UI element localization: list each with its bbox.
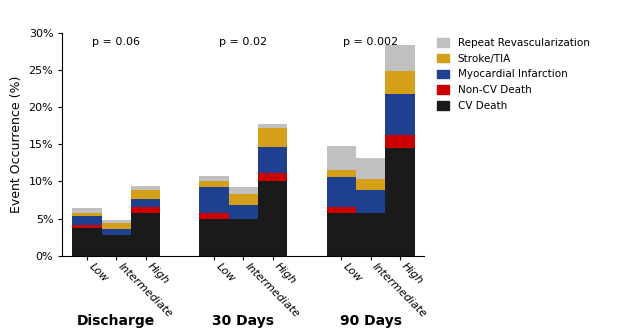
Bar bbox=[258, 147, 288, 173]
Bar bbox=[72, 213, 102, 216]
Text: p = 0.06: p = 0.06 bbox=[92, 36, 140, 47]
Bar bbox=[72, 228, 102, 256]
Bar bbox=[72, 208, 102, 213]
Bar bbox=[385, 46, 414, 72]
Bar bbox=[199, 187, 228, 213]
Bar bbox=[356, 158, 385, 179]
Text: p = 0.002: p = 0.002 bbox=[343, 36, 398, 47]
Bar bbox=[72, 216, 102, 225]
Bar bbox=[258, 128, 288, 147]
Text: Discharge: Discharge bbox=[77, 314, 155, 328]
Bar bbox=[102, 220, 131, 223]
Bar bbox=[199, 213, 228, 219]
Bar bbox=[102, 235, 131, 256]
Bar bbox=[228, 187, 258, 194]
Bar bbox=[385, 72, 414, 94]
Bar bbox=[131, 190, 160, 199]
Bar bbox=[258, 181, 288, 256]
Bar bbox=[102, 229, 131, 235]
Bar bbox=[131, 186, 160, 190]
Bar bbox=[131, 207, 160, 213]
Bar bbox=[228, 219, 258, 256]
Bar bbox=[385, 94, 414, 135]
Bar bbox=[72, 225, 102, 228]
Y-axis label: Event Occurrence (%): Event Occurrence (%) bbox=[10, 76, 23, 213]
Bar bbox=[326, 146, 356, 170]
Bar bbox=[258, 124, 288, 128]
Bar bbox=[131, 199, 160, 207]
Bar bbox=[385, 148, 414, 256]
Text: 90 Days: 90 Days bbox=[339, 314, 401, 328]
Bar bbox=[356, 213, 385, 256]
Bar bbox=[356, 191, 385, 213]
Bar bbox=[199, 181, 228, 187]
Bar bbox=[199, 219, 228, 256]
Bar bbox=[102, 223, 131, 229]
Bar bbox=[326, 213, 356, 256]
Bar bbox=[199, 176, 228, 181]
Text: 30 Days: 30 Days bbox=[212, 314, 275, 328]
Bar bbox=[228, 205, 258, 219]
Bar bbox=[131, 213, 160, 256]
Bar bbox=[228, 194, 258, 205]
Bar bbox=[356, 179, 385, 191]
Bar bbox=[258, 173, 288, 181]
Bar bbox=[326, 170, 356, 177]
Bar bbox=[326, 207, 356, 213]
Bar bbox=[326, 177, 356, 207]
Legend: Repeat Revascularization, Stroke/TIA, Myocardial Infarction, Non-CV Death, CV De: Repeat Revascularization, Stroke/TIA, My… bbox=[437, 38, 590, 111]
Text: p = 0.02: p = 0.02 bbox=[219, 36, 268, 47]
Bar bbox=[385, 135, 414, 148]
